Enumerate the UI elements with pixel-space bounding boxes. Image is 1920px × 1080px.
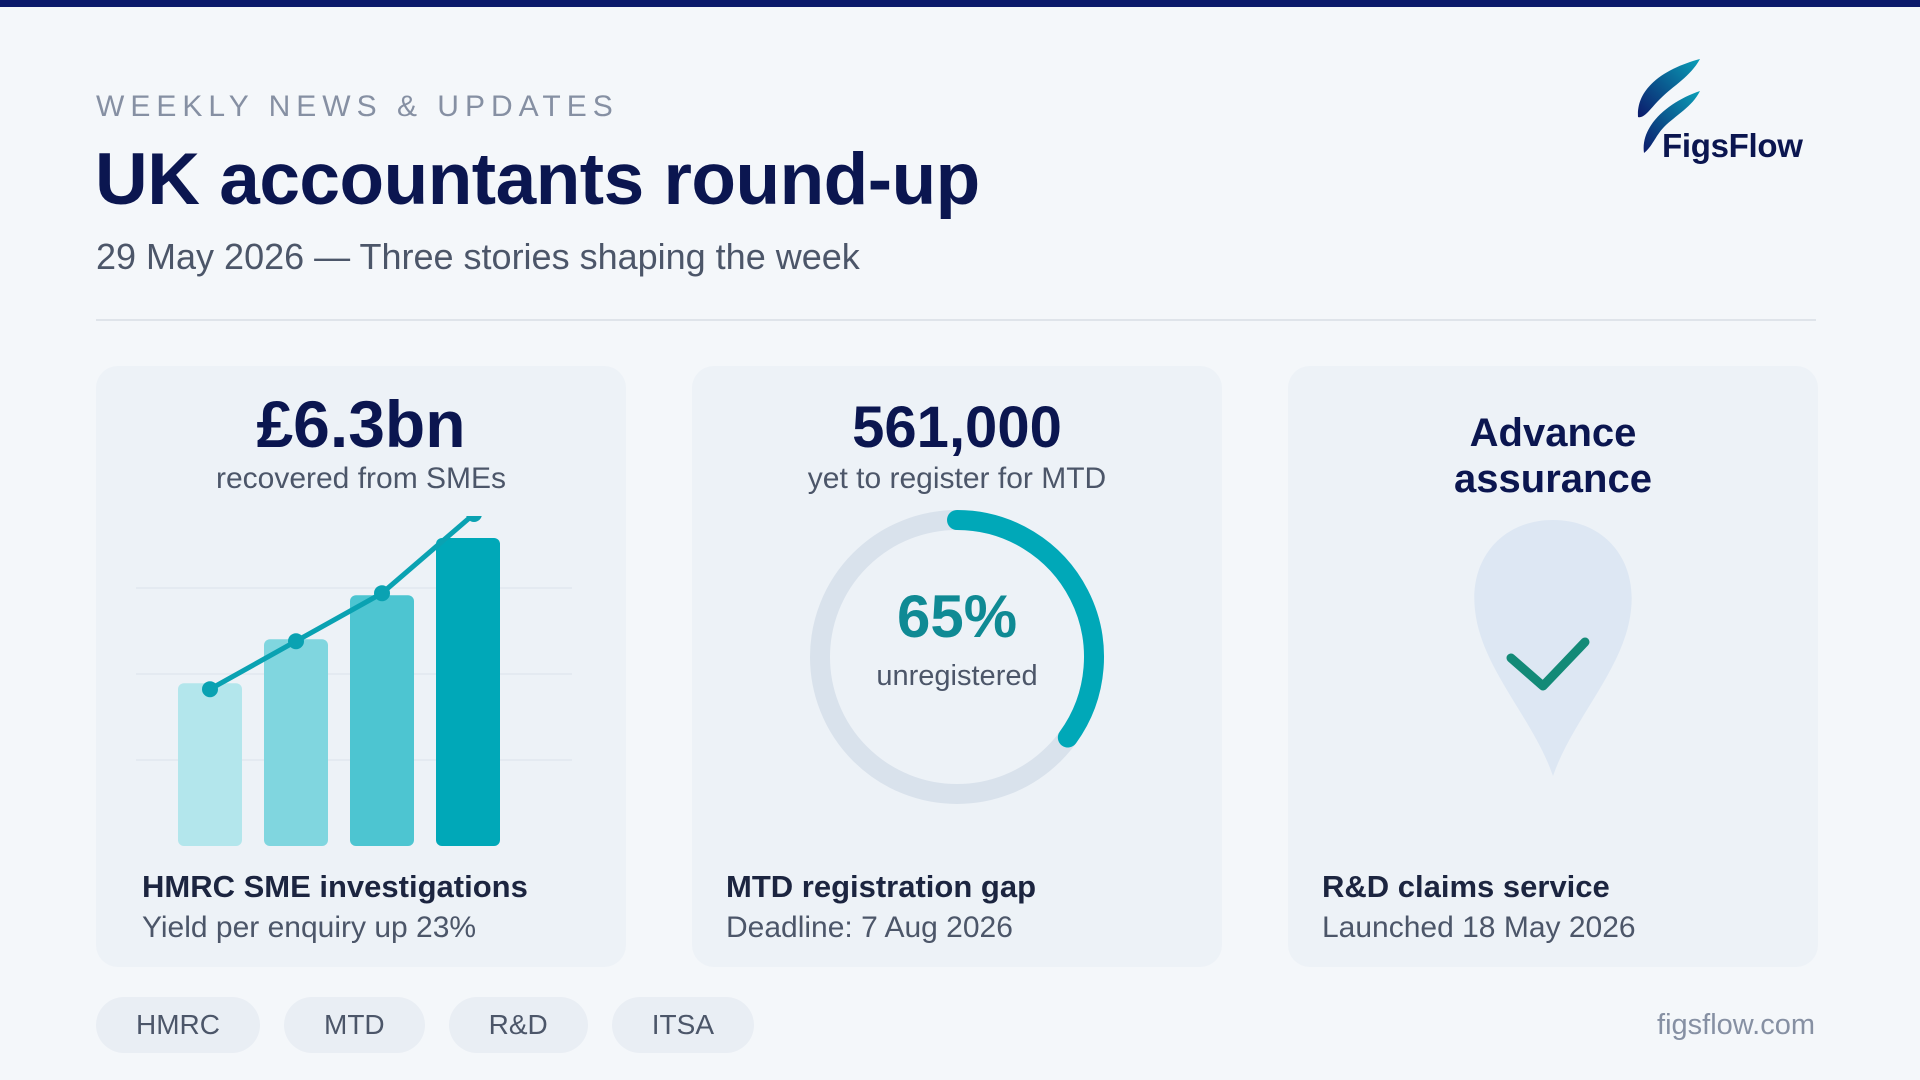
stat-label: yet to register for MTD [807,462,1107,495]
story-card-mtd[interactable]: 561,000 yet to register for MTD 65% unre… [692,366,1222,967]
shield-check-icon [1474,520,1632,776]
bar [178,683,242,846]
story-detail: Launched 18 May 2026 [1322,911,1636,944]
story-card-rd[interactable]: Advance assurance R&D claims service Laun… [1288,366,1818,967]
top-accent-bar [0,0,1920,7]
footer-website-link[interactable]: figsflow.com [1657,1009,1815,1041]
tag-rd[interactable]: R&D [448,997,588,1053]
donut-label: unregistered [876,660,1038,692]
bar [436,538,500,846]
bar-chart-icon [136,516,572,846]
stat-value-line: Advance [1469,411,1637,455]
page-subtitle: 29 May 2026 — Three stories shaping the … [96,236,860,277]
trend-point [288,633,304,650]
eyebrow-label: WEEKLY NEWS & UPDATES [96,90,619,123]
trend-point [466,516,482,522]
stat-value-line: assurance [1454,457,1652,501]
trend-point [374,585,390,602]
brand-logo[interactable]: FigsFlow [1630,55,1810,170]
story-detail: Deadline: 7 Aug 2026 [726,911,1013,944]
story-headline: MTD registration gap [726,869,1037,904]
tag-hmrc[interactable]: HMRC [96,997,260,1053]
trend-line [207,516,476,692]
topic-tags: HMRC MTD R&D ITSA [96,997,755,1053]
donut-percentage: 65% [896,583,1018,650]
logo-wordmark: FigsFlow [1662,127,1803,164]
story-headline: R&D claims service [1322,869,1610,904]
stat-value: Advance assurance [1288,410,1818,502]
tag-mtd[interactable]: MTD [284,997,425,1053]
story-headline: HMRC SME investigations [142,869,528,904]
tag-itsa[interactable]: ITSA [611,997,755,1053]
bar [264,639,328,846]
figsflow-leaf-icon [1637,59,1700,153]
bar [350,595,414,846]
story-card-hmrc[interactable]: £6.3bn recovered from SMEs HMRC SME inve… [96,366,626,967]
story-detail: Yield per enquiry up 23% [142,911,477,944]
trend-point [202,681,218,698]
stat-value: 561,000 [852,395,1062,460]
donut-progress-arc [947,510,1104,748]
stat-label: recovered from SMEs [215,462,507,495]
page-title: UK accountants round-up [95,139,980,220]
stat-value: £6.3bn [256,387,466,461]
header-divider [96,319,1816,321]
donut-progress-icon [810,510,1104,804]
